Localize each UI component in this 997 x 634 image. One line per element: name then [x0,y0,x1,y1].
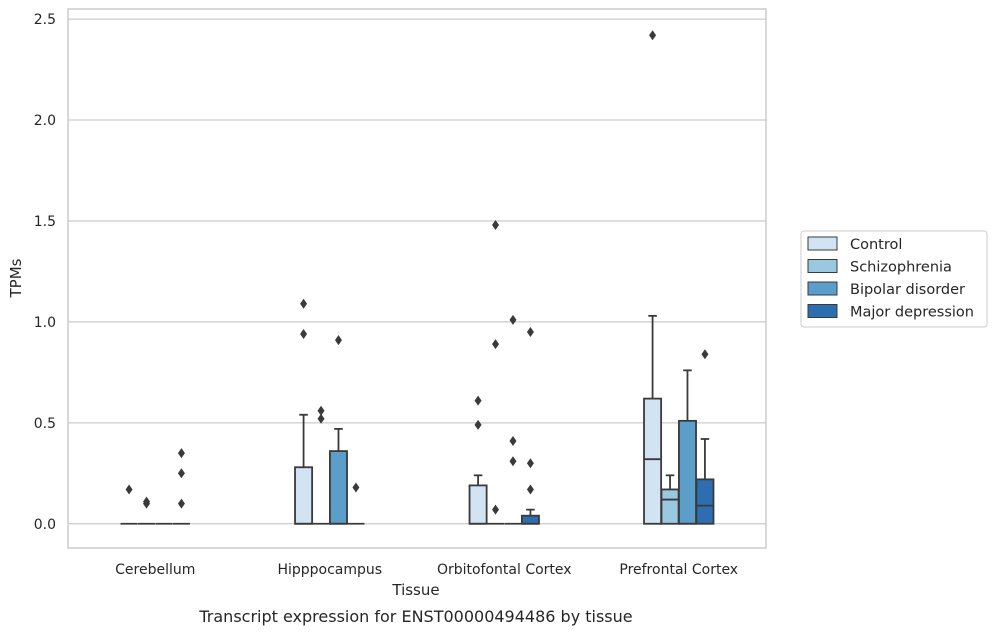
box-body [294,466,314,525]
box-1-3 [347,482,365,525]
x-axis-title: Tissue [391,581,439,599]
box-2-2 [504,314,522,525]
outlier-point [143,496,151,507]
y-tick-label: 2.0 [34,113,56,129]
legend-swatch [807,281,838,296]
outlier-point [701,349,709,360]
box-3-3 [695,349,715,525]
y-tick-label: 0.5 [34,416,56,432]
outlier-point [526,484,534,495]
box-body [695,478,715,525]
box-body [660,488,680,525]
y-axis-ticks: 0.0 0.5 1.0 1.5 2.0 2.5 [34,12,56,533]
box-2-3 [520,326,540,525]
box-0-1 [137,496,156,525]
box-2-1 [486,220,505,525]
outlier-point [509,314,517,325]
box-1-0 [294,298,314,525]
legend-label: Schizophrenia [850,260,952,276]
box-1-1 [312,405,330,525]
x-tick-label: Orbitofontal Cortex [437,562,572,578]
outlier-point [317,405,325,416]
legend-frame [800,230,988,328]
box-3-1 [660,474,680,525]
outlier-point [649,30,657,41]
y-tick-label: 1.0 [34,315,56,331]
box-body [329,450,348,525]
box-3-0 [643,30,663,525]
legend-swatch [807,304,838,318]
outlier-point [526,458,534,469]
box-body [678,419,697,525]
box-0-3 [172,448,190,525]
x-tick-label: Prefrontal Cortex [619,562,738,578]
outlier-point [177,448,185,459]
outlier-point [125,484,133,495]
x-tick-label: Hipppocampus [277,562,382,578]
outlier-point [492,220,500,231]
outlier-point [526,326,534,337]
legend: Control Schizophrenia Bipolar disorder Majo… [800,230,988,328]
legend-swatch [807,236,838,251]
y-tick-label: 2.5 [34,12,56,28]
legend-label: Control [850,237,902,253]
legend-label: Major depression [850,305,974,321]
outlier-point [474,395,482,406]
box-2-0 [468,395,488,525]
y-axis-title: TPMs [7,258,25,298]
box-plot-marks [120,30,715,525]
outlier-point [334,335,342,346]
outlier-point [474,419,482,430]
y-tick-label: 0.0 [34,517,56,533]
outlier-point [317,413,325,424]
x-axis-ticks: Cerebellum Hipppocampus Orbitofontal Corte… [115,562,738,578]
box-body [643,397,663,525]
y-tick-label: 1.5 [34,214,56,230]
box-body [520,514,540,525]
x-tick-label: Cerebellum [115,562,195,578]
outlier-point [177,468,185,479]
outlier-point [300,329,308,340]
chart-caption: Transcript expression for ENST0000049448… [198,607,632,626]
box-3-2 [678,369,697,525]
outlier-point [509,436,517,447]
legend-swatch [807,259,838,273]
outlier-point [509,456,517,467]
box-body [468,484,488,525]
outlier-point [300,298,308,309]
legend-label: Bipolar disorder [850,282,965,298]
outlier-point [177,498,185,509]
outlier-point [352,482,360,493]
outlier-point [492,504,500,515]
plot-frame [67,8,767,549]
outlier-point [492,339,500,350]
box-1-2 [329,335,348,525]
box-0-0 [120,484,138,525]
